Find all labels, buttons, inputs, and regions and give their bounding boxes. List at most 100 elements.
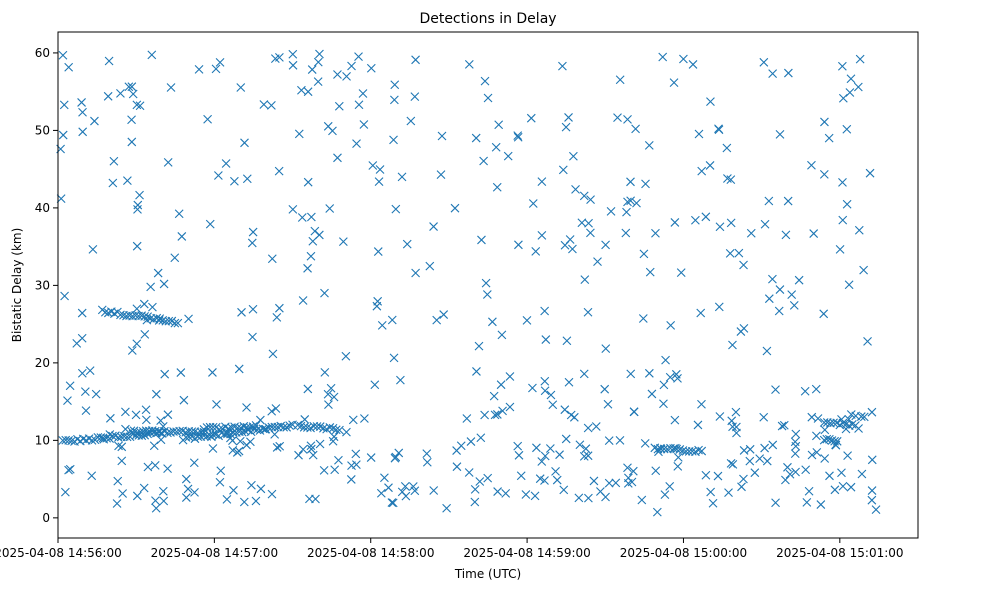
data-point xyxy=(127,115,136,125)
data-point xyxy=(307,65,317,74)
data-point xyxy=(215,477,225,487)
data-point xyxy=(791,441,801,451)
data-point xyxy=(154,316,164,325)
data-point xyxy=(140,329,150,339)
data-point xyxy=(670,415,680,425)
data-point xyxy=(325,204,335,213)
x-tick-label: 2025-04-08 15:01:00 xyxy=(776,546,903,560)
data-point xyxy=(358,89,368,98)
data-point xyxy=(373,247,383,256)
data-point xyxy=(60,487,70,497)
data-point xyxy=(475,477,485,486)
data-point xyxy=(347,61,356,71)
data-point xyxy=(807,450,817,460)
data-point xyxy=(867,495,877,505)
data-point xyxy=(760,443,770,453)
data-point xyxy=(351,449,361,459)
data-point xyxy=(123,176,132,186)
data-point xyxy=(306,251,316,261)
data-point xyxy=(746,228,756,238)
data-point xyxy=(384,483,393,493)
data-point xyxy=(571,184,580,194)
data-point xyxy=(342,72,351,81)
data-point xyxy=(315,439,325,449)
data-point xyxy=(837,61,847,71)
data-point xyxy=(859,265,869,275)
data-point xyxy=(297,213,307,222)
data-point xyxy=(785,469,795,479)
data-point xyxy=(537,457,547,466)
data-point xyxy=(127,137,137,147)
data-point xyxy=(857,469,867,479)
data-point xyxy=(249,424,259,434)
data-point xyxy=(819,169,829,179)
data-point xyxy=(688,60,698,69)
data-point xyxy=(621,228,631,238)
data-point xyxy=(488,317,497,327)
data-point xyxy=(239,497,249,507)
data-point xyxy=(222,428,232,437)
data-point xyxy=(696,308,706,318)
data-point xyxy=(583,307,593,317)
data-point xyxy=(812,447,822,457)
data-point xyxy=(661,355,670,365)
data-point xyxy=(77,308,87,318)
data-point xyxy=(267,254,277,264)
data-point xyxy=(141,405,151,415)
data-point xyxy=(615,75,625,85)
data-point xyxy=(149,441,159,451)
data-point xyxy=(306,212,316,222)
data-point xyxy=(537,230,547,240)
data-point xyxy=(272,443,282,452)
data-point xyxy=(535,474,545,484)
data-point xyxy=(513,441,523,451)
data-point xyxy=(722,143,732,153)
data-point xyxy=(234,364,244,374)
data-point xyxy=(528,383,537,393)
data-point xyxy=(474,341,484,351)
data-point xyxy=(771,498,780,508)
data-point xyxy=(706,487,716,497)
data-point xyxy=(477,235,486,245)
data-point xyxy=(537,177,547,187)
data-point xyxy=(644,368,654,378)
data-point xyxy=(150,460,160,470)
data-point xyxy=(584,493,593,503)
data-point xyxy=(586,195,595,204)
data-point xyxy=(842,124,852,134)
data-point xyxy=(108,431,117,441)
data-point xyxy=(389,353,399,363)
data-point xyxy=(830,485,840,495)
x-tick-label: 2025-04-08 14:59:00 xyxy=(463,546,590,560)
data-point xyxy=(112,499,122,508)
data-point xyxy=(319,465,329,475)
data-point xyxy=(483,473,493,483)
data-point xyxy=(856,412,866,421)
data-point xyxy=(312,422,322,431)
data-point xyxy=(235,436,245,446)
data-point xyxy=(789,301,799,310)
data-point xyxy=(294,450,303,460)
data-point xyxy=(651,466,661,476)
data-point xyxy=(471,133,481,143)
data-point xyxy=(847,419,857,429)
data-point xyxy=(325,423,335,432)
data-point xyxy=(300,415,310,424)
data-point xyxy=(174,209,184,219)
data-point xyxy=(390,80,400,90)
data-point xyxy=(811,384,821,394)
y-tick-label: 50 xyxy=(35,123,50,137)
data-point xyxy=(146,282,156,292)
data-point xyxy=(801,465,811,475)
data-point xyxy=(783,196,793,206)
data-point xyxy=(479,156,489,166)
data-point xyxy=(483,93,493,103)
data-point xyxy=(212,399,221,409)
data-point xyxy=(103,91,113,101)
data-point xyxy=(293,420,303,430)
data-point xyxy=(442,503,451,513)
data-point xyxy=(775,129,785,139)
data-point xyxy=(114,441,123,451)
data-point xyxy=(396,375,405,385)
data-point xyxy=(673,461,683,471)
